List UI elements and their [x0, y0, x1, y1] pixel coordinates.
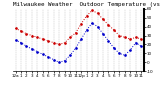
Text: Milwaukee Weather  Outdoor Temperature (vs)  Wind Chill (Last 24 Hours): Milwaukee Weather Outdoor Temperature (v… [13, 2, 160, 7]
